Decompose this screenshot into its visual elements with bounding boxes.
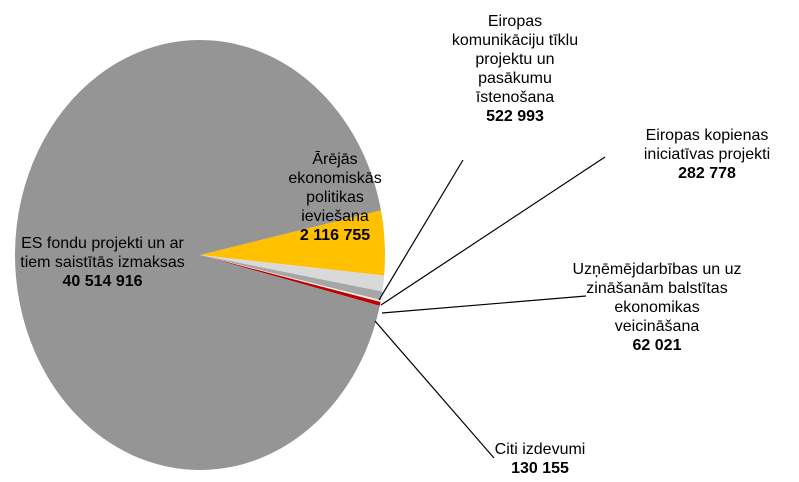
leader-line	[374, 320, 495, 459]
category-label: ES fondu projekti un ar tiem saistītās i…	[20, 235, 185, 271]
value-label: 282 778	[678, 165, 736, 182]
value-label: 130 155	[511, 460, 569, 477]
data-label: Eiropas komunikāciju tīklu projektu un p…	[440, 12, 590, 126]
pie-slice	[200, 255, 383, 301]
value-label: 2 116 755	[299, 227, 371, 244]
category-label: Uzņēmējdarbības un uz zināšanām balstīta…	[572, 261, 742, 335]
leader-line	[378, 159, 464, 301]
value-label: 62 021	[632, 337, 682, 354]
pie-slice	[15, 40, 381, 471]
category-label: Eiropas kopienas iniciatīvas projekti	[643, 127, 771, 163]
data-label: Citi izdevumi 130 155	[490, 440, 590, 478]
pie-slice	[200, 255, 385, 292]
category-label: Eiropas komunikāciju tīklu projektu un p…	[451, 13, 579, 106]
data-label: Uzņēmējdarbības un uz zināšanām balstīta…	[572, 260, 742, 355]
leader-line	[381, 295, 587, 314]
value-label: 522 993	[486, 108, 544, 125]
pie-slice	[200, 210, 386, 276]
data-label: ES fondu projekti un ar tiem saistītās i…	[15, 234, 190, 291]
pie-slice	[200, 255, 381, 306]
pie-slice	[200, 255, 381, 302]
slices	[15, 40, 386, 471]
category-label: Citi izdevumi	[494, 441, 586, 458]
leader-line	[380, 156, 606, 306]
category-label: Ārējās ekonomiskās politikas ieviešana	[288, 151, 382, 225]
value-label: 40 514 916	[62, 273, 143, 290]
data-label: Eiropas kopienas iniciatīvas projekti 282…	[612, 126, 799, 183]
data-label: Ārējās ekonomiskās politikas ieviešana 2 …	[280, 150, 390, 245]
